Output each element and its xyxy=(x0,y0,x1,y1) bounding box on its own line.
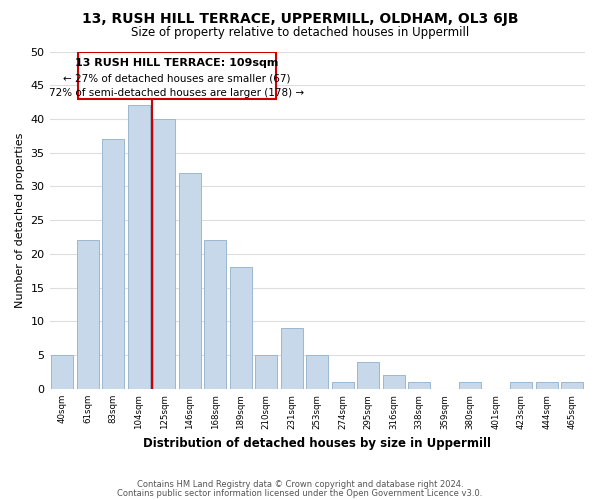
Bar xyxy=(281,328,302,389)
Bar xyxy=(511,382,532,389)
Bar xyxy=(460,382,481,389)
Bar xyxy=(77,240,98,389)
Text: ← 27% of detached houses are smaller (67): ← 27% of detached houses are smaller (67… xyxy=(63,73,291,83)
Text: 72% of semi-detached houses are larger (178) →: 72% of semi-detached houses are larger (… xyxy=(49,88,305,98)
FancyBboxPatch shape xyxy=(77,52,277,98)
Bar xyxy=(154,119,175,389)
Text: Contains HM Land Registry data © Crown copyright and database right 2024.: Contains HM Land Registry data © Crown c… xyxy=(137,480,463,489)
Bar xyxy=(409,382,430,389)
Y-axis label: Number of detached properties: Number of detached properties xyxy=(15,132,25,308)
Text: Contains public sector information licensed under the Open Government Licence v3: Contains public sector information licen… xyxy=(118,488,482,498)
Bar xyxy=(358,362,379,389)
Text: Size of property relative to detached houses in Uppermill: Size of property relative to detached ho… xyxy=(131,26,469,39)
Bar xyxy=(562,382,583,389)
Text: 13 RUSH HILL TERRACE: 109sqm: 13 RUSH HILL TERRACE: 109sqm xyxy=(76,58,279,68)
Bar xyxy=(307,355,328,389)
Bar xyxy=(383,376,404,389)
Bar xyxy=(205,240,226,389)
Bar xyxy=(332,382,353,389)
Text: 13, RUSH HILL TERRACE, UPPERMILL, OLDHAM, OL3 6JB: 13, RUSH HILL TERRACE, UPPERMILL, OLDHAM… xyxy=(82,12,518,26)
Bar xyxy=(536,382,557,389)
Bar xyxy=(52,355,73,389)
Bar xyxy=(179,173,200,389)
Bar xyxy=(256,355,277,389)
Bar xyxy=(128,106,149,389)
Bar xyxy=(230,268,251,389)
Bar xyxy=(103,139,124,389)
X-axis label: Distribution of detached houses by size in Uppermill: Distribution of detached houses by size … xyxy=(143,437,491,450)
